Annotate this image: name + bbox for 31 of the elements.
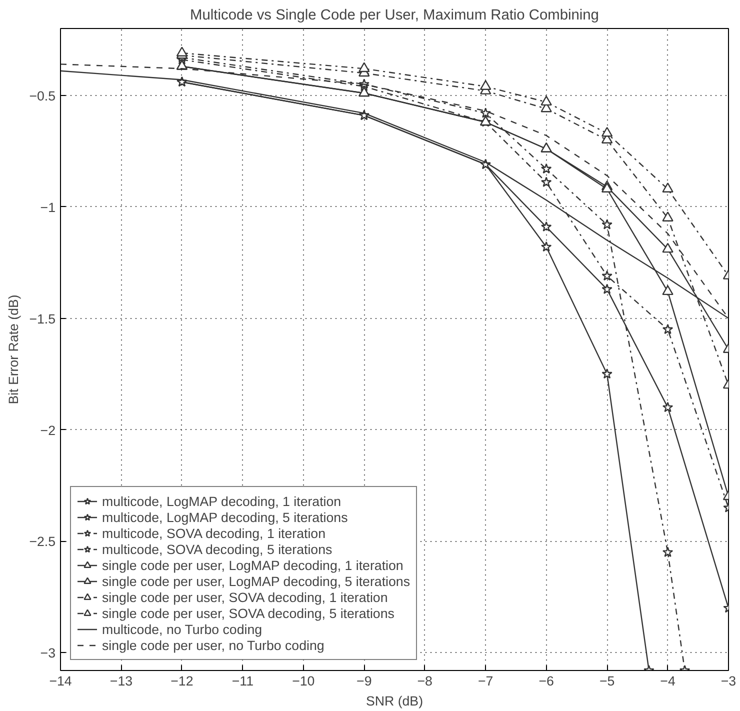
legend-label: single code per user, SOVA decoding, 1 iteration (102, 589, 388, 605)
legend-label: multicode, no Turbo coding (102, 621, 262, 637)
legend-label: single code per user, SOVA decoding, 5 iterations (102, 605, 394, 621)
y-tick-label: −2.5 (29, 534, 56, 550)
y-tick-label: −0.5 (29, 88, 56, 104)
legend-label: multicode, SOVA decoding, 1 iteration (102, 525, 326, 541)
x-tick-label: −13 (110, 674, 133, 688)
legend-label: multicode, LogMAP decoding, 5 iterations (102, 509, 348, 525)
legend-label: multicode, LogMAP decoding, 1 iteration (102, 493, 342, 509)
x-tick-label: −4 (660, 674, 676, 688)
x-tick-label: −11 (232, 674, 254, 688)
x-tick-label: −5 (599, 674, 615, 688)
x-tick-label: −12 (170, 674, 194, 688)
y-axis-title: Bit Error Rate (dB) (6, 294, 22, 404)
x-tick-label: −8 (417, 674, 432, 688)
y-tick-label: −1.5 (29, 311, 56, 326)
legend-label: single code per user, LogMAP decoding, 5 iterations (102, 573, 410, 589)
x-tick-label: −14 (49, 674, 72, 688)
legend-label: single code per user, LogMAP decoding, 1 iteration (102, 557, 404, 573)
legend-label: multicode, SOVA decoding, 5 iterations (102, 541, 332, 557)
y-tick-label: −1 (40, 200, 56, 215)
y-tick-label: −3 (40, 646, 56, 661)
x-axis-title: SNR (dB) (366, 694, 424, 708)
x-tick-label: −9 (356, 674, 372, 688)
legend-label: single code per user, no Turbo coding (102, 637, 324, 653)
x-tick-label: −3 (720, 674, 736, 688)
x-tick-label: −7 (478, 674, 494, 688)
chart-title: Multicode vs Single Code per User, Maximum Ratio Combining (190, 8, 599, 24)
x-tick-label: −6 (538, 674, 554, 688)
x-tick-label: −10 (292, 674, 315, 688)
y-tick-label: −2 (40, 422, 56, 438)
